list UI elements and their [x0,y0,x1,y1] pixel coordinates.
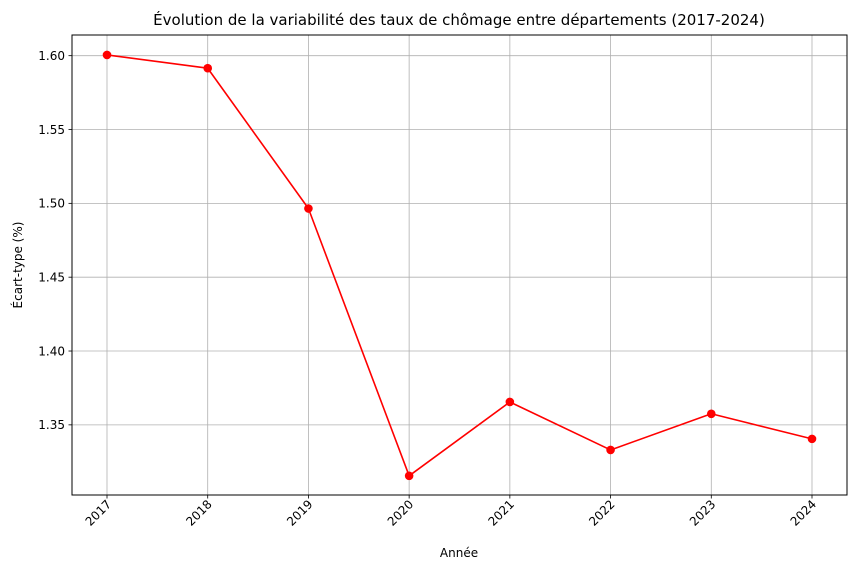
x-tick-label: 2019 [284,497,315,528]
data-point [404,471,414,481]
data-point [102,50,112,60]
data-point [505,397,515,407]
y-tick-label: 1.50 [38,197,65,211]
x-tick-label: 2023 [687,497,718,528]
y-tick-label: 1.55 [38,123,65,137]
grid [72,35,847,495]
y-axis-label: Écart-type (%) [10,222,25,309]
data-point [203,63,213,73]
plot-frame [71,34,848,496]
x-tick-label: 2017 [83,497,114,528]
x-tick-label: 2021 [485,497,516,528]
data-point [706,409,716,419]
y-tick-label: 1.60 [38,49,65,63]
data-point [304,204,313,213]
series-layer [102,50,817,481]
y-tick-label: 1.35 [38,418,65,432]
x-axis: 2017 2018 2019 2020 2021 2022 2023 2024 [83,495,819,529]
x-tick-label: 2022 [586,497,617,528]
x-tick-label: 2018 [183,497,214,528]
x-tick-label: 2020 [385,497,416,528]
x-tick-label: 2024 [788,497,819,528]
y-tick-label: 1.45 [38,270,65,284]
chart-title: Évolution de la variabilité des taux de … [153,10,765,29]
x-axis-label: Année [440,546,478,560]
data-point [807,434,817,444]
data-point [606,445,615,455]
y-tick-label: 1.40 [38,344,65,358]
y-axis: 1.35 1.40 1.45 1.50 1.55 1.60 [38,49,72,432]
series-line [106,54,813,477]
